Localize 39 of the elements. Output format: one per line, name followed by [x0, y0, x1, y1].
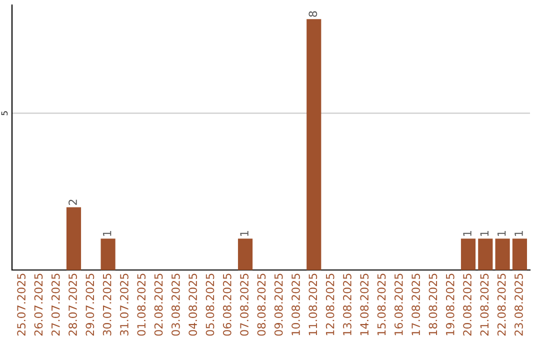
data-label: 1 [240, 231, 248, 236]
x-tick-label: 16.08.2025 [394, 274, 403, 336]
x-tick-label: 30.07.2025 [102, 274, 112, 336]
x-tick-label: 20.08.2025 [463, 274, 472, 336]
data-label: 2 [68, 200, 77, 205]
x-tick-label: 05.08.2025 [206, 274, 214, 336]
x-tick-label: 08.08.2025 [257, 274, 266, 336]
x-tick-label: 28.07.2025 [68, 274, 77, 336]
x-tick-label: 25.07.2025 [17, 274, 26, 336]
y-tick-label: 5 [1, 111, 8, 116]
x-tick-label: 31.07.2025 [120, 274, 128, 336]
x-tick-label: 29.07.2025 [86, 274, 94, 336]
x-tick-label: 03.08.2025 [171, 274, 180, 336]
data-label: 1 [498, 231, 506, 236]
x-tick-label: 23.08.2025 [514, 274, 523, 336]
x-tick-label: 18.08.2025 [428, 274, 438, 336]
x-tick-label: 02.08.2025 [154, 274, 163, 336]
data-label: 1 [103, 231, 112, 236]
x-tick-label: 09.08.2025 [274, 274, 283, 336]
x-tick-label: 04.08.2025 [188, 274, 198, 336]
x-tick-label: 15.08.2025 [377, 274, 386, 336]
x-tick-label: 21.08.2025 [480, 274, 489, 336]
x-tick-label: 12.08.2025 [326, 274, 334, 336]
x-tick-label: 10.08.2025 [292, 274, 300, 336]
x-tick-label: 19.08.2025 [446, 274, 454, 336]
data-label: 1 [514, 231, 523, 236]
x-tick-label: 14.08.2025 [360, 274, 369, 336]
x-tick-label: 07.08.2025 [240, 274, 248, 336]
x-tick-label: 26.07.2025 [34, 274, 43, 336]
x-tick-label: 06.08.2025 [222, 274, 232, 336]
data-label: 1 [480, 231, 488, 236]
x-tick-label: 27.07.2025 [51, 274, 60, 336]
x-tick-label: 22.08.2025 [497, 274, 506, 336]
data-label: 1 [463, 231, 472, 236]
data-label: 8 [308, 11, 318, 17]
x-tick-label: 17.08.2025 [412, 274, 420, 336]
x-tick-label: 01.08.2025 [137, 274, 146, 336]
x-tick-label: 11.08.2025 [308, 274, 318, 336]
x-tick-label: 13.08.2025 [343, 274, 352, 336]
